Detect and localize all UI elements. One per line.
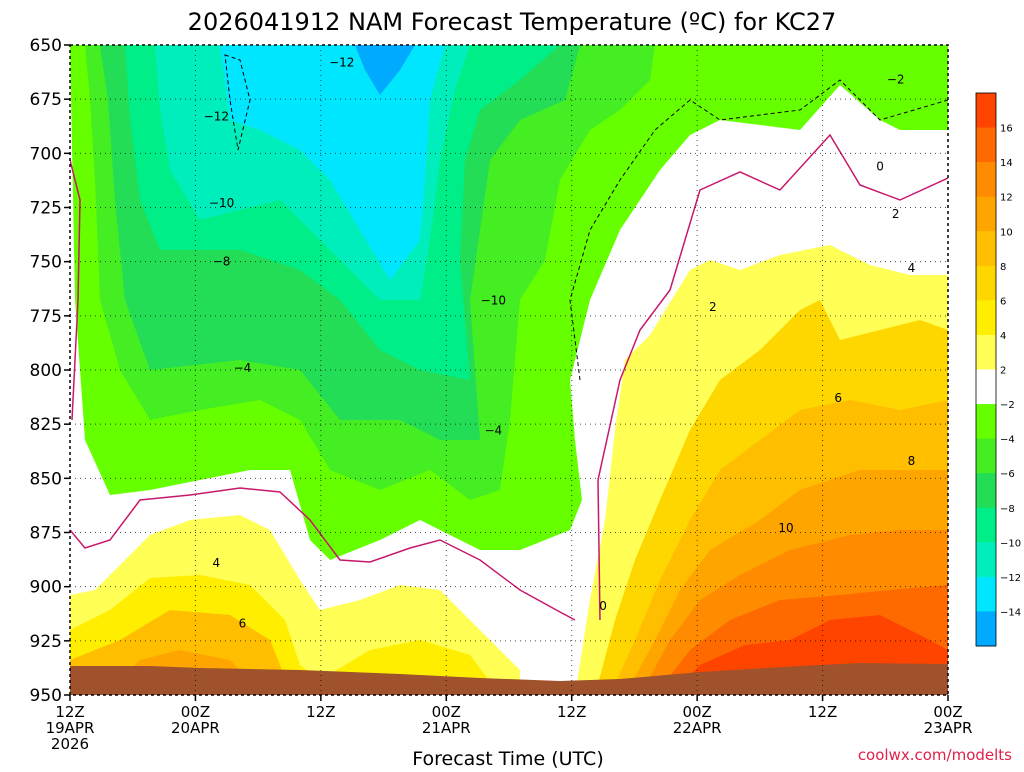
credit-text: coolwx.com/modelts [858, 746, 1012, 764]
y-tick-label: 925 [30, 632, 62, 652]
terrain [70, 663, 948, 695]
band-minus16 [355, 45, 415, 95]
x-tick-label: 00Z [432, 703, 461, 721]
colorbar-label: 16 [1000, 124, 1013, 135]
colorbar-swatch [976, 300, 996, 336]
contour-label: −12 [204, 110, 229, 124]
colorbar-label: −8 [1000, 504, 1015, 515]
x-tick-label: 12Z [808, 703, 837, 721]
colorbar-swatch [976, 611, 996, 647]
colorbar-swatch [976, 334, 996, 370]
contour-label: 4 [908, 261, 916, 275]
colorbar-swatch [976, 404, 996, 440]
contour-label: −2 [887, 73, 905, 87]
contour-label: 0 [876, 159, 884, 173]
colorbar-label: −10 [1000, 538, 1021, 549]
x-axis-label: Forecast Time (UTC) [412, 748, 603, 768]
colorbar-swatch [976, 196, 996, 232]
contour-label: −4 [484, 424, 502, 438]
contour-label: 2 [709, 300, 717, 314]
colorbar-swatch [976, 542, 996, 578]
contour-label: 6 [834, 391, 842, 405]
colorbar-swatch [976, 127, 996, 163]
y-axis: 650 675 700 725 750 775 800 825 850 875 900 925 950 [30, 36, 70, 706]
x-tick-label: 23APR [924, 719, 973, 737]
grid [70, 45, 948, 695]
colorbar-label: 6 [1000, 296, 1006, 307]
y-tick-label: 875 [30, 524, 62, 544]
y-tick-label: 775 [30, 307, 62, 327]
contour-label: 0 [599, 599, 607, 613]
colorbar-label: 2 [1000, 366, 1006, 377]
x-tick-label: 22APR [673, 719, 722, 737]
contour-label: −10 [481, 294, 506, 308]
contour-label: −10 [209, 196, 234, 210]
colorbar-frame [975, 92, 997, 647]
chart-title: 2026041912 NAM Forecast Temperature (ºC)… [188, 8, 837, 36]
colorbar-swatch [976, 162, 996, 198]
contour-label: 2 [892, 207, 900, 221]
colorbar-swatch [976, 93, 996, 129]
colorbar: 16 14 12 10 8 6 4 2 −2 −4 −6 −8 −10 −12 −14 [975, 92, 1021, 647]
x-tick-label: 00Z [682, 703, 711, 721]
y-tick-label: 800 [30, 361, 62, 381]
contour-label: −4 [234, 361, 252, 375]
x-tick-label: 19APR [46, 719, 95, 737]
band-minus14 [220, 45, 445, 280]
contour-lines [70, 54, 948, 621]
contour-label: 4 [213, 556, 221, 570]
zero-line-edge [70, 159, 81, 421]
colorbar-label: −14 [1000, 607, 1021, 618]
x-tick-label: 2026 [51, 735, 89, 753]
contour-label: 8 [908, 454, 916, 468]
zero-line-right [597, 133, 948, 621]
colorbar-swatch [976, 576, 996, 612]
filled-contours [70, 45, 948, 695]
colorbar-label: −6 [1000, 469, 1015, 480]
y-tick-label: 825 [30, 415, 62, 435]
y-tick-label: 650 [30, 36, 62, 56]
contour-labels: −12 −12 −10 −8 −4 −10 −4 −2 0 2 2 4 6 8 10 4 6 0 [204, 55, 916, 630]
y-tick-label: 900 [30, 578, 62, 598]
x-tick-label: 21APR [422, 719, 471, 737]
contour-label: −8 [213, 255, 231, 269]
y-tick-label: 700 [30, 144, 62, 164]
colorbar-swatch [976, 231, 996, 267]
colorbar-label: −12 [1000, 573, 1021, 584]
x-tick-label: 12Z [55, 703, 84, 721]
colorbar-swatch [976, 473, 996, 509]
x-tick-label: 12Z [557, 703, 586, 721]
colorbar-label: −2 [1000, 400, 1015, 411]
x-tick-label: 00Z [181, 703, 210, 721]
colorbar-label: 10 [1000, 227, 1013, 238]
contour-label: 10 [778, 521, 793, 535]
colorbar-label: −4 [1000, 435, 1015, 446]
colorbar-swatch [976, 438, 996, 474]
contour-label: −12 [329, 55, 354, 69]
x-tick-label: 00Z [933, 703, 962, 721]
colorbar-label: 8 [1000, 262, 1006, 273]
colorbar-swatch [976, 265, 996, 301]
colorbar-label: 4 [1000, 331, 1006, 342]
zero-line-left [70, 487, 576, 621]
y-tick-label: 725 [30, 199, 62, 219]
colorbar-swatch [976, 369, 996, 405]
contour-label: 6 [239, 617, 247, 631]
contour-minus2 [569, 79, 948, 381]
y-tick-label: 750 [30, 253, 62, 273]
colorbar-label: 12 [1000, 193, 1013, 204]
y-tick-label: 950 [30, 686, 62, 706]
y-tick-label: 850 [30, 469, 62, 489]
y-tick-label: 675 [30, 90, 62, 110]
colorbar-swatch [976, 507, 996, 543]
colorbar-label: 14 [1000, 158, 1013, 169]
x-tick-label: 12Z [306, 703, 335, 721]
x-tick-label: 20APR [171, 719, 220, 737]
